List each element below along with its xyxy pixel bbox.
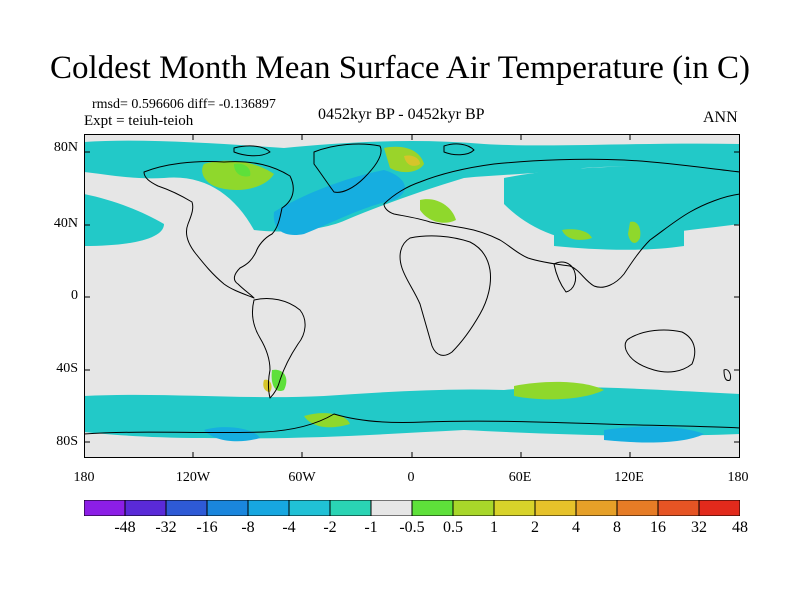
colorbar-label: -8 [241,519,255,536]
season-label: ANN [703,109,738,126]
colorbar-label: 1 [490,519,498,536]
colorbar-label: -32 [155,519,177,536]
colorbar-label: -0.5 [399,519,425,536]
colorbar [84,500,740,516]
colorbar-label: 2 [531,519,539,536]
colorbar-label: 48 [732,519,748,536]
lon-label-120e: 120E [614,470,644,485]
map-title: Coldest Month Mean Surface Air Temperatu… [50,50,750,86]
colorbar-label: -1 [364,519,378,536]
colorbar-box-3 [206,500,249,516]
anomaly-fields [84,140,740,443]
lat-label-40s: 40S [56,361,78,376]
colorbar-label: -2 [323,519,337,536]
colorbar-box-8 [411,500,454,516]
lon-label-0: 0 [407,470,415,485]
colorbar-label: 16 [650,519,666,536]
colorbar-label: 4 [572,519,580,536]
colorbar-box-14 [657,500,700,516]
temperature-map [84,134,740,458]
lat-label-0: 0 [71,288,78,303]
colorbar-box-15 [698,500,740,516]
colorbar-box-7 [370,500,413,516]
lon-label-180e: 180 [727,470,749,485]
colorbar-label: 0.5 [443,519,463,536]
colorbar-box-4 [247,500,290,516]
lat-label-80s: 80S [56,434,78,449]
colorbar-label: -48 [114,519,136,536]
colorbar-box-1 [124,500,167,516]
colorbar-box-12 [575,500,618,516]
colorbar-label: 8 [613,519,621,536]
colorbar-box-6 [329,500,372,516]
coastlines [84,143,740,435]
experiment-line: Expt = teiuh-teioh [84,113,194,129]
stats-line: rmsd= 0.596606 diff= -0.136897 [92,97,276,112]
period-label: 0452kyr BP - 0452kyr BP [318,106,485,123]
lat-label-40n: 40N [53,216,78,231]
lon-label-60w: 60W [288,470,316,485]
colorbar-box-13 [616,500,659,516]
lat-label-80n: 80N [53,140,78,155]
colorbar-box-2 [165,500,208,516]
colorbar-box-11 [534,500,577,516]
colorbar-label: -4 [282,519,296,536]
colorbar-box-5 [288,500,331,516]
colorbar-box-0 [84,500,126,516]
colorbar-box-9 [452,500,495,516]
colorbar-box-10 [493,500,536,516]
lon-label-120w: 120W [175,470,211,485]
colorbar-label: 32 [691,519,707,536]
lon-label-180w: 180 [73,470,95,485]
colorbar-label: -16 [196,519,218,536]
axis-ticks [84,134,740,458]
lon-label-60e: 60E [508,470,532,485]
